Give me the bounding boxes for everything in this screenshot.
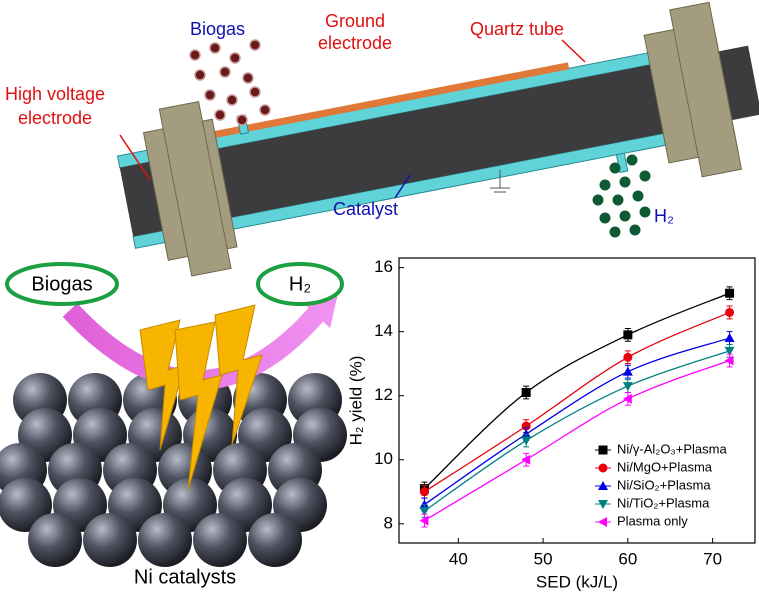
marker bbox=[725, 308, 734, 317]
marker bbox=[623, 330, 632, 339]
sphere bbox=[193, 513, 247, 567]
reactor bbox=[110, 0, 759, 286]
marker bbox=[623, 353, 632, 362]
label: Biogas bbox=[31, 273, 92, 295]
legend-label: Ni/TiO₂+Plasma bbox=[617, 495, 710, 510]
marker bbox=[599, 464, 608, 473]
legend-label: Plasma only bbox=[617, 513, 688, 528]
biogas-dot bbox=[215, 110, 225, 120]
label: Biogas bbox=[190, 19, 245, 39]
sphere bbox=[138, 513, 192, 567]
label: Catalyst bbox=[333, 199, 398, 219]
pointer bbox=[562, 40, 585, 62]
label: electrode bbox=[318, 33, 392, 53]
figure: Biogas Ground electrode Quartz tube High… bbox=[0, 0, 759, 597]
marker bbox=[420, 487, 429, 496]
h2-dot bbox=[613, 195, 624, 206]
biogas-dot bbox=[250, 87, 260, 97]
y-tick-label: 8 bbox=[384, 513, 393, 532]
h2-dot bbox=[610, 227, 621, 238]
y-axis-title: H₂ yield (%) bbox=[346, 356, 365, 446]
h2-dot bbox=[627, 155, 638, 166]
biogas-dot bbox=[205, 90, 215, 100]
marker bbox=[623, 382, 633, 391]
h2-dot bbox=[610, 163, 621, 174]
x-tick-label: 40 bbox=[449, 549, 468, 568]
label: Ground bbox=[325, 11, 385, 31]
h2-dot bbox=[630, 225, 641, 236]
sphere bbox=[28, 513, 82, 567]
x-tick-label: 60 bbox=[618, 549, 637, 568]
label: electrode bbox=[18, 108, 92, 128]
legend-label: Ni/γ-Al₂O₃+Plasma bbox=[617, 441, 727, 456]
biogas-dot bbox=[190, 50, 200, 60]
biogas-dot bbox=[195, 70, 205, 80]
y-tick-label: 14 bbox=[374, 321, 393, 340]
biogas-dot bbox=[227, 95, 237, 105]
x-tick-label: 50 bbox=[534, 549, 553, 568]
label: High voltage bbox=[5, 84, 105, 104]
marker bbox=[598, 517, 607, 527]
y-tick-label: 12 bbox=[374, 385, 393, 404]
biogas-dot bbox=[237, 115, 247, 125]
marker bbox=[521, 437, 531, 446]
h2-dot bbox=[600, 180, 611, 191]
marker bbox=[725, 289, 734, 298]
marker bbox=[725, 333, 735, 342]
biogas-dot bbox=[210, 43, 220, 53]
label: Quartz tube bbox=[470, 19, 564, 39]
legend-label: Ni/MgO+Plasma bbox=[617, 459, 713, 474]
biogas-dot bbox=[250, 40, 260, 50]
h2-dot bbox=[600, 213, 611, 224]
marker bbox=[599, 446, 608, 455]
y-tick-label: 10 bbox=[374, 449, 393, 468]
label: H₂ bbox=[654, 206, 674, 226]
h2-dot bbox=[640, 171, 651, 182]
chart: 40 50 60 70 8 10 12 14 16 SED (kJ/L) H₂ yield (%) N… bbox=[346, 257, 755, 591]
h2-dot bbox=[633, 191, 644, 202]
biogas-dot bbox=[260, 105, 270, 115]
sphere bbox=[83, 513, 137, 567]
h2-dot bbox=[620, 211, 631, 222]
x-tick-label: 70 bbox=[703, 549, 722, 568]
h2-dot bbox=[640, 207, 651, 218]
biogas-dot bbox=[243, 73, 253, 83]
label: Ni catalysts bbox=[134, 566, 236, 588]
marker bbox=[623, 367, 633, 376]
biogas-dot bbox=[230, 53, 240, 63]
y-tick-label: 16 bbox=[374, 257, 393, 276]
marker bbox=[522, 388, 531, 397]
h2-dot bbox=[620, 177, 631, 188]
sphere bbox=[248, 513, 302, 567]
h2-dot bbox=[593, 195, 604, 206]
legend-label: Ni/SiO₂+Plasma bbox=[617, 477, 711, 492]
biogas-dot bbox=[220, 67, 230, 77]
label: H₂ bbox=[289, 273, 311, 295]
x-axis-title: SED (kJ/L) bbox=[536, 572, 618, 591]
